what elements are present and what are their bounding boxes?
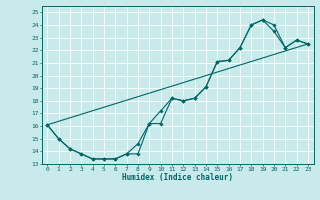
X-axis label: Humidex (Indice chaleur): Humidex (Indice chaleur) <box>122 173 233 182</box>
